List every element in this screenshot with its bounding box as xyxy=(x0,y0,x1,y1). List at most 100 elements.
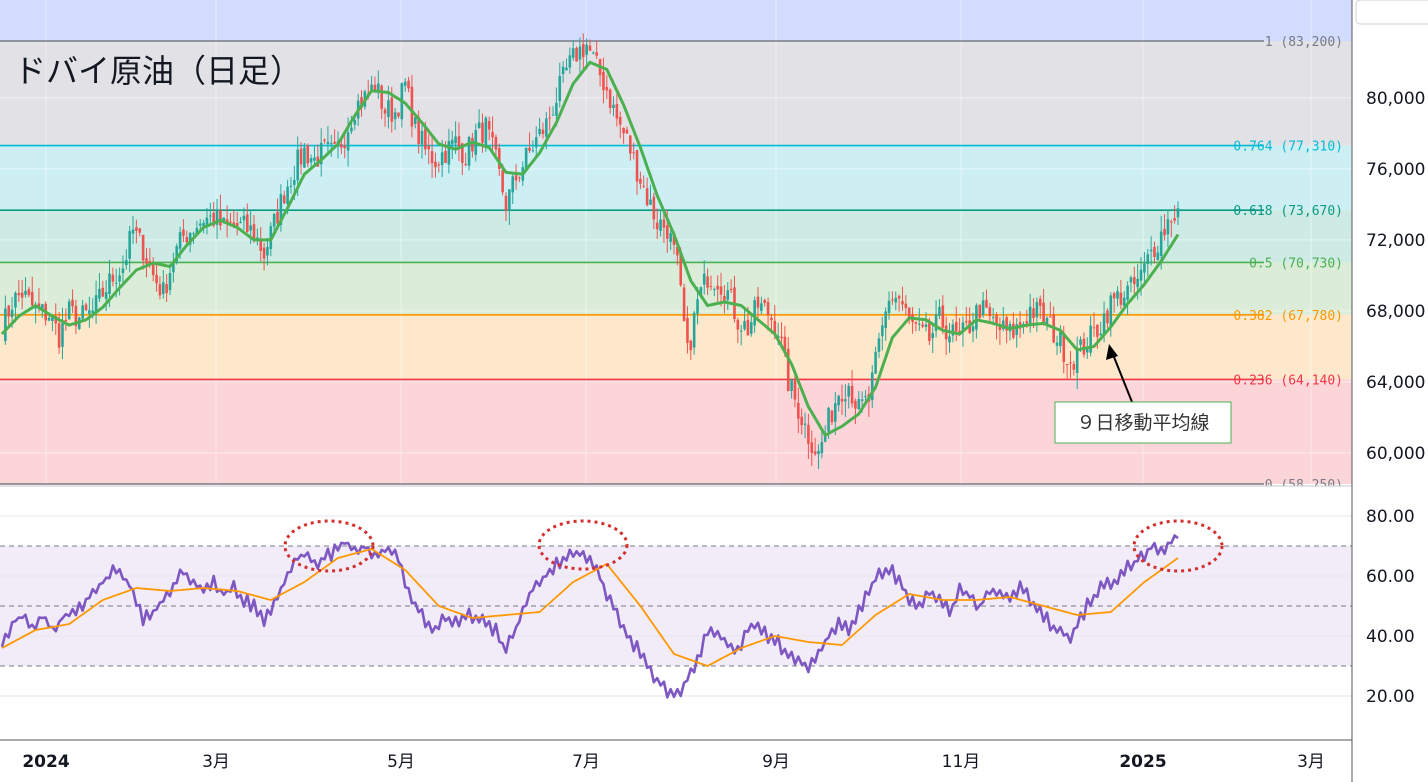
candle-body xyxy=(481,122,484,143)
candle-body xyxy=(1169,221,1173,223)
time-tick-label: 2024 xyxy=(22,752,69,772)
candle-body xyxy=(1173,218,1176,221)
candle-body xyxy=(803,423,807,425)
candle-body xyxy=(565,67,568,71)
candle-body xyxy=(1055,342,1059,346)
candle-body xyxy=(1015,324,1019,335)
candle-body xyxy=(47,317,51,321)
candle-body xyxy=(380,85,383,110)
candle-body xyxy=(904,303,908,308)
candle-body xyxy=(296,149,299,181)
fib-zone xyxy=(0,262,1352,315)
candle-body xyxy=(1038,298,1042,306)
candle-body xyxy=(461,143,464,163)
time-tick-label: 5月 xyxy=(387,752,415,772)
time-tick-label: 3月 xyxy=(1297,752,1325,772)
candle-body xyxy=(1149,249,1153,252)
candle-body xyxy=(655,222,659,230)
axis-settings-button[interactable] xyxy=(1355,0,1428,25)
candle-body xyxy=(1119,292,1123,305)
candle-body xyxy=(1176,208,1180,218)
candle-body xyxy=(417,117,420,145)
candle-body xyxy=(151,264,155,276)
candle-body xyxy=(548,117,551,119)
candle-body xyxy=(696,299,699,314)
candle-body xyxy=(118,275,121,282)
candle-body xyxy=(1012,323,1015,338)
candle-body xyxy=(1099,333,1103,336)
candle-body xyxy=(346,132,350,151)
candle-body xyxy=(1072,364,1076,370)
candle-body xyxy=(326,141,330,145)
candle-body xyxy=(88,310,91,314)
candle-body xyxy=(622,128,625,134)
candle-body xyxy=(98,288,101,299)
candle-body xyxy=(158,284,162,296)
candle-body xyxy=(309,158,313,163)
candle-body xyxy=(1062,333,1066,363)
candle-body xyxy=(1028,306,1032,325)
candle-body xyxy=(907,307,911,318)
candle-body xyxy=(800,416,803,426)
candle-body xyxy=(931,333,935,339)
candle-body xyxy=(985,299,988,308)
candle-body xyxy=(353,119,357,125)
candle-body xyxy=(998,325,1002,331)
candle-body xyxy=(797,402,800,419)
candle-body xyxy=(870,372,874,401)
candle-body xyxy=(182,229,185,236)
candle-body xyxy=(54,316,58,324)
candle-body xyxy=(225,219,229,224)
candle-body xyxy=(84,304,88,311)
time-axis[interactable]: 2024 3月 5月 7月 9月 11月 2025 3月 xyxy=(22,752,1325,772)
candle-body xyxy=(340,144,343,148)
candle-body xyxy=(168,273,172,291)
chart-title: ドバイ原油（日足） xyxy=(14,52,302,90)
candle-body xyxy=(951,324,955,336)
fib-label: 0.236 (64,140) xyxy=(1233,373,1343,388)
candle-body xyxy=(1092,327,1096,329)
candle-body xyxy=(413,117,417,124)
rsi-axis[interactable]: 80.00 60.00 40.00 20.00 xyxy=(1366,507,1415,707)
candle-body xyxy=(1085,349,1089,353)
rsi-tick-label: 80.00 xyxy=(1366,507,1415,527)
candle-body xyxy=(57,323,61,348)
candle-body xyxy=(555,102,558,116)
candle-body xyxy=(760,303,763,311)
candle-body xyxy=(652,196,656,220)
candle-body xyxy=(279,194,283,225)
candle-body xyxy=(518,177,521,179)
candle-body xyxy=(178,232,182,249)
candle-body xyxy=(585,44,588,55)
candle-body xyxy=(1146,254,1150,265)
price-axis[interactable]: 80,000 76,000 72,000 68,000 64,000 60,000 xyxy=(1366,89,1425,464)
candle-body xyxy=(891,299,894,301)
candle-body xyxy=(1133,277,1136,285)
rsi-tick-label: 20.00 xyxy=(1366,687,1415,707)
price-tick-label: 76,000 xyxy=(1366,160,1425,180)
candle-body xyxy=(723,295,726,302)
candle-body xyxy=(1153,246,1156,258)
candle-body xyxy=(360,97,363,108)
candle-body xyxy=(1065,363,1069,365)
candle-body xyxy=(256,237,259,239)
candle-body xyxy=(679,253,683,286)
candle-body xyxy=(924,324,928,328)
candle-body xyxy=(387,100,390,118)
candle-body xyxy=(793,380,797,400)
candle-body xyxy=(746,319,750,336)
candle-body xyxy=(420,130,424,145)
candle-body xyxy=(780,336,783,339)
candle-body xyxy=(195,228,199,234)
candle-body xyxy=(820,441,824,454)
candle-body xyxy=(719,286,723,295)
fib-zone xyxy=(0,314,1352,380)
candle-body xyxy=(665,225,669,239)
candle-body xyxy=(1042,302,1045,323)
candle-body xyxy=(424,128,427,150)
candle-body xyxy=(917,323,921,325)
candle-body xyxy=(259,240,263,251)
candle-body xyxy=(266,246,269,256)
candle-body xyxy=(511,176,515,193)
